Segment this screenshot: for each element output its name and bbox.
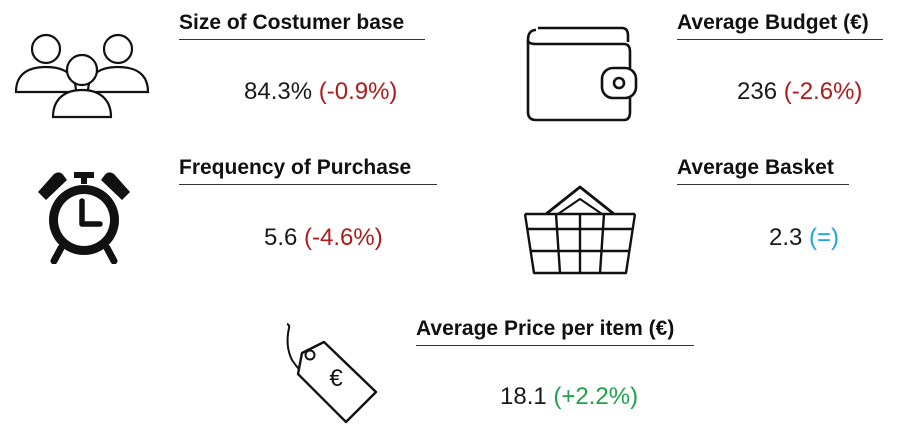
frequency-value: 5.6 xyxy=(264,224,298,251)
price-tag-icon: € xyxy=(280,322,384,426)
basket-metric: 2.3 (=) xyxy=(769,223,839,253)
basket-title: Average Basket xyxy=(677,155,849,185)
euro-symbol-icon: € xyxy=(329,365,343,392)
customer-base-change: (-0.9%) xyxy=(318,78,398,105)
budget-metric: 236 (-2.6%) xyxy=(737,77,862,107)
customer-base-metric: 84.3% (-0.9%) xyxy=(244,77,397,107)
budget-value: 236 xyxy=(737,78,778,105)
wallet-icon xyxy=(524,26,642,124)
price-change: (+2.2%) xyxy=(553,383,639,410)
frequency-metric: 5.6 (-4.6%) xyxy=(264,223,383,253)
customer-base-title: Size of Costumer base xyxy=(179,10,425,40)
price-title: Average Price per item (€) xyxy=(416,316,694,346)
frequency-change: (-4.6%) xyxy=(304,224,383,251)
basket-change: (=) xyxy=(809,224,840,251)
basket-value: 2.3 xyxy=(769,224,803,251)
customer-base-value: 84.3% xyxy=(244,78,313,105)
people-group-icon xyxy=(12,30,152,122)
price-value: 18.1 xyxy=(500,383,547,410)
alarm-clock-icon xyxy=(34,168,134,264)
frequency-title: Frequency of Purchase xyxy=(179,155,437,185)
budget-change: (-2.6%) xyxy=(783,78,863,105)
budget-title: Average Budget (€) xyxy=(677,10,883,40)
basket-icon xyxy=(522,185,638,277)
price-metric: 18.1 (+2.2%) xyxy=(500,382,638,412)
